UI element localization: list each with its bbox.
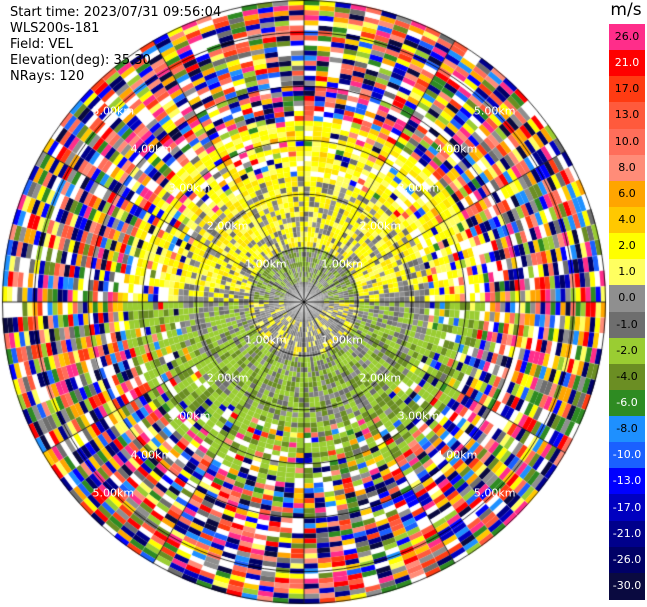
- colorbar-tick-label: -30.0: [612, 578, 642, 592]
- colorbar-segment: [609, 442, 645, 469]
- colorbar-unit: m/s: [610, 0, 642, 20]
- colorbar-segment: [609, 285, 645, 313]
- nrays-text: NRays: 120: [10, 69, 85, 84]
- colorbar-segment: [609, 416, 645, 443]
- colorbar-tick-label: -2.0: [616, 343, 638, 357]
- colorbar-tick-label: -26.0: [612, 552, 642, 566]
- colorbar-segment: [609, 233, 645, 260]
- colorbar: 26.0 21.0 17.0 13.0 10.0 8.0 6.0 4.0 2.0 1.0 0.0 -1…: [609, 24, 645, 600]
- colorbar-tick-label: 4.0: [618, 213, 636, 227]
- colorbar-tick-label: -8.0: [616, 422, 638, 436]
- colorbar-tick-label: -17.0: [612, 500, 642, 514]
- colorbar-tick-label: 8.0: [618, 160, 636, 174]
- colorbar-tick-label: 21.0: [614, 56, 640, 70]
- colorbar-segment: [609, 546, 645, 574]
- range-ring-label: 3.00km: [397, 409, 440, 423]
- colorbar-segment: [609, 520, 645, 548]
- colorbar-segment: [609, 206, 645, 234]
- range-ring-label: 3.00km: [168, 409, 211, 423]
- colorbar-tick-label: 13.0: [614, 108, 640, 122]
- colorbar-segment: [609, 102, 645, 130]
- info-panel: Start time: 2023/07/31 09:56:04 WLS200s-…: [10, 5, 221, 85]
- range-ring-label: 2.00km: [359, 219, 402, 233]
- elevation-text: Elevation(deg): 35.30: [10, 53, 151, 68]
- range-ring-label: 2.00km: [359, 371, 402, 385]
- colorbar-segment: [609, 154, 645, 182]
- colorbar-segment: [609, 259, 645, 286]
- colorbar-tick-label: -4.0: [616, 369, 638, 383]
- range-ring-label: 5.00km: [92, 486, 135, 500]
- colorbar-tick-label: 6.0: [618, 186, 636, 200]
- range-ring-label: 4.00km: [435, 448, 478, 462]
- range-ring-label: 1.00km: [321, 333, 363, 347]
- colorbar-tick-label: 2.0: [618, 239, 636, 253]
- start-time-text: Start time: 2023/07/31 09:56:04: [10, 5, 222, 20]
- colorbar-tick-label: -1.0: [616, 317, 638, 331]
- colorbar-segment: [609, 76, 645, 103]
- range-ring-label: 3.00km: [397, 181, 440, 195]
- colorbar-tick-label: 10.0: [614, 134, 640, 148]
- colorbar-tick-label: 26.0: [614, 30, 640, 44]
- range-ring-label: 4.00km: [130, 448, 173, 462]
- colorbar-tick-label: 1.0: [618, 265, 636, 279]
- field-text: Field: VEL: [10, 37, 73, 52]
- colorbar-tick-label: 0.0: [618, 291, 636, 305]
- range-ring-label: 5.00km: [473, 104, 516, 118]
- range-ring-label: 2.00km: [206, 219, 249, 233]
- colorbar-tick-label: -6.0: [616, 395, 638, 409]
- colorbar-segment: [609, 128, 645, 156]
- range-ring-label: 5.00km: [92, 104, 135, 118]
- radar-name-text: WLS200s-181: [10, 21, 100, 36]
- range-ring-label: 1.00km: [245, 333, 287, 347]
- range-ring-label: 3.00km: [168, 181, 211, 195]
- colorbar-segment: [609, 24, 645, 51]
- colorbar-tick-label: -21.0: [612, 526, 642, 540]
- colorbar-segment: [609, 180, 645, 208]
- range-ring-label: 1.00km: [245, 257, 287, 271]
- colorbar-tick-label: -13.0: [612, 474, 642, 488]
- range-ring-label: 2.00km: [206, 371, 249, 385]
- colorbar-segment: [609, 468, 645, 496]
- colorbar-tick-label: -10.0: [612, 448, 642, 462]
- range-ring-label: 5.00km: [473, 486, 516, 500]
- colorbar-segment: [609, 337, 645, 365]
- colorbar-segment: [609, 494, 645, 522]
- range-ring-label: 4.00km: [130, 142, 173, 156]
- range-ring-label: 4.00km: [435, 142, 478, 156]
- colorbar-segment: [609, 50, 645, 77]
- range-ring-label: 1.00km: [321, 257, 363, 271]
- colorbar-tick-label: 17.0: [614, 82, 640, 96]
- colorbar-segment: [609, 311, 645, 339]
- colorbar-segment: [609, 389, 645, 417]
- colorbar-segment: [609, 363, 645, 391]
- colorbar-segment: [609, 572, 645, 600]
